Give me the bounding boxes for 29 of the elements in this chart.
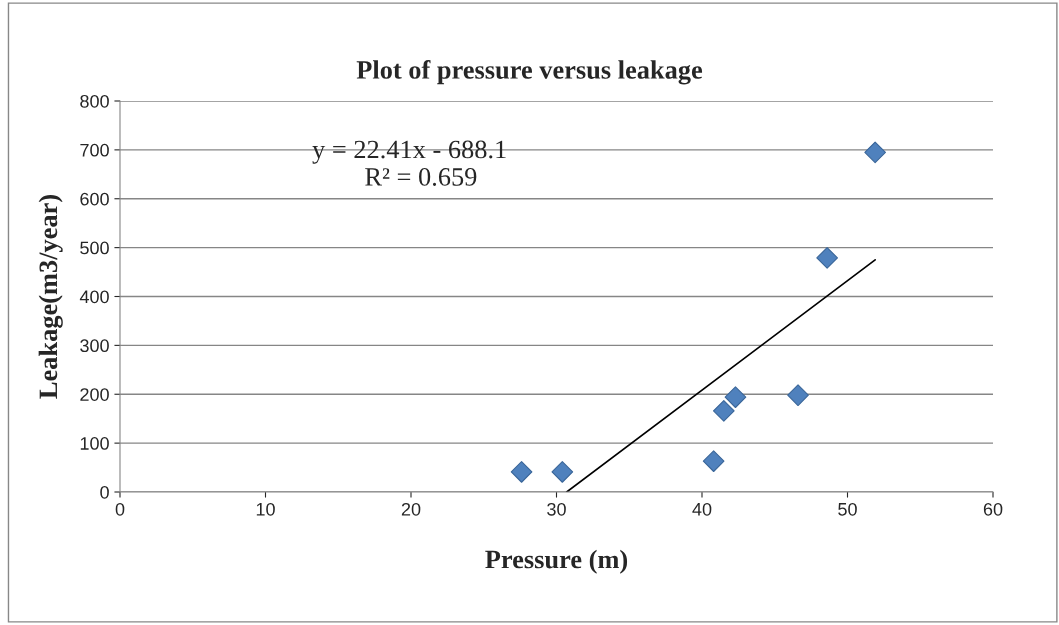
point	[816, 247, 838, 269]
chart-title: Plot of pressure versus leakage	[356, 60, 703, 85]
annotation: R² = 0.659	[365, 168, 477, 186]
y-tick-label: 300	[80, 339, 109, 353]
point	[702, 450, 725, 473]
point	[551, 461, 574, 483]
point	[724, 386, 747, 409]
point	[864, 141, 886, 164]
y-tick-label: 0	[100, 485, 109, 499]
y-tick-label: 800	[80, 94, 109, 108]
x-tick-label: 60	[983, 502, 1003, 516]
x-tick-label: 20	[401, 502, 421, 516]
annotation: y = 22.41x - 688.1	[312, 140, 506, 164]
y-tick-label: 100	[80, 437, 109, 450]
x-tick-label: 0	[115, 502, 125, 516]
y-tick-label: 500	[80, 241, 109, 255]
point	[712, 400, 735, 422]
y-tick-label: 700	[80, 143, 109, 157]
point	[510, 461, 533, 483]
x-tick-label: 50	[838, 502, 857, 516]
point	[787, 384, 809, 407]
y-tick-label: 600	[80, 192, 109, 206]
x-tick-label: 10	[256, 502, 275, 516]
y-tick-label: 200	[80, 388, 109, 401]
y-tick-label: 400	[79, 290, 109, 304]
x-tick-label: 30	[547, 502, 566, 516]
x-axis-title: Pressure (m)	[485, 549, 628, 574]
y-axis-title: Leakage(m3/year)	[38, 195, 63, 399]
x-tick-label: 40	[692, 502, 712, 516]
